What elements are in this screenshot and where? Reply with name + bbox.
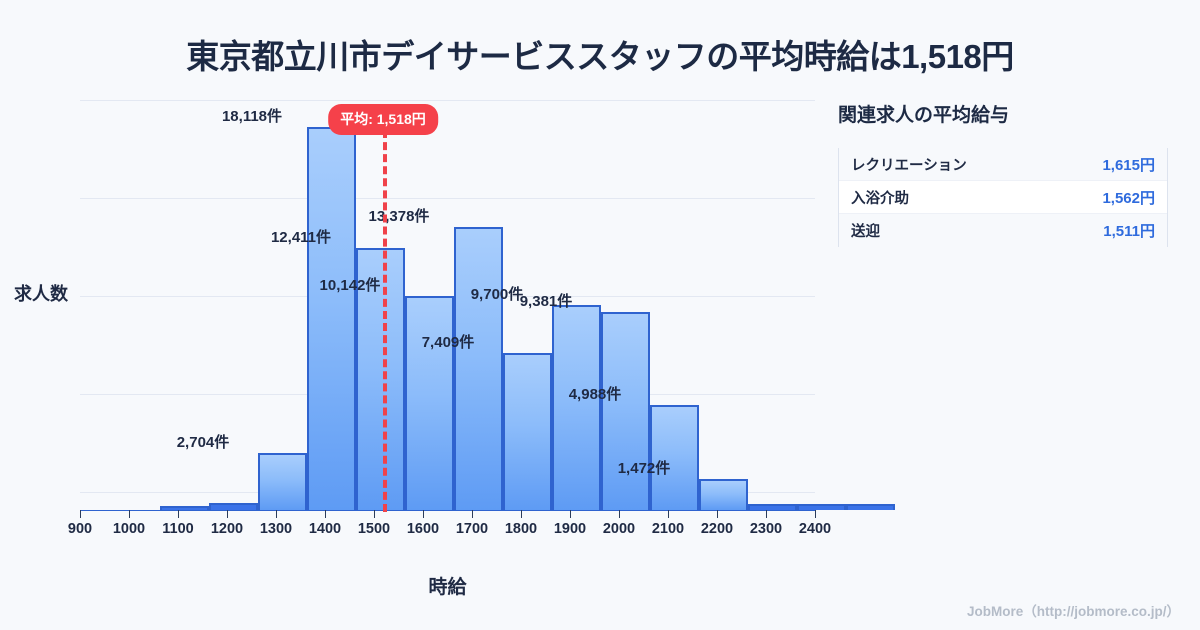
histogram-bar [356, 248, 405, 510]
x-axis-tick-label: 1300 [259, 521, 293, 537]
histogram-bar [503, 353, 552, 510]
salary-row-name: 入浴介助 [851, 190, 909, 207]
x-axis-tick [423, 510, 424, 518]
average-badge: 平均: 1,518円 [328, 104, 438, 135]
histogram-bar [258, 453, 307, 510]
x-axis-tick-label: 2400 [798, 521, 832, 537]
x-axis-tick-label: 1800 [504, 521, 538, 537]
histogram-bar [209, 503, 258, 510]
bar-value-label: 9,381件 [519, 293, 573, 310]
bar-value-label: 7,409件 [421, 334, 475, 351]
x-axis-tick-label: 2300 [749, 521, 783, 537]
bar-value-label: 9,700件 [470, 286, 524, 303]
gridline [80, 198, 815, 199]
histogram-bar [846, 504, 895, 510]
page-title: 東京都立川市デイサービススタッフの平均時給は1,518円 [186, 38, 1014, 75]
bar-value-label: 18,118件 [221, 108, 283, 125]
x-axis-tick-label: 2000 [602, 521, 636, 537]
x-axis-tick [472, 510, 473, 518]
bar-value-label: 10,142件 [319, 277, 381, 294]
x-axis-tick-label: 1000 [112, 521, 146, 537]
x-axis-tick [374, 510, 375, 518]
histogram-bar [601, 312, 650, 510]
salary-row-name: 送迎 [851, 224, 880, 240]
y-axis-title: 求人数 [14, 284, 68, 304]
x-axis-tick-label: 1200 [210, 521, 244, 537]
x-axis-tick-label: 2100 [651, 521, 685, 537]
x-axis-title: 時給 [428, 577, 467, 598]
bar-value-label: 2,704件 [176, 434, 230, 451]
x-axis-tick [521, 510, 522, 518]
x-axis-tick [80, 510, 81, 518]
gridline [80, 100, 815, 101]
x-axis-tick [766, 510, 767, 518]
x-axis-tick-label: 1600 [406, 521, 440, 537]
histogram-bar [552, 305, 601, 510]
salary-row-name: レクリエーション [851, 157, 967, 174]
x-axis-tick [570, 510, 571, 518]
average-line [383, 130, 387, 512]
x-axis-tick-label: 900 [67, 521, 93, 537]
x-axis-tick-label: 1100 [162, 521, 194, 537]
x-axis-tick [619, 510, 620, 518]
histogram-chart: 求人数 時給 900 1000 1100 1200 1300 1400 1500 1600 17… [14, 100, 895, 598]
histogram-bar [307, 127, 356, 510]
histogram-bar [405, 296, 454, 510]
x-axis-tick [815, 510, 816, 518]
x-axis-tick-label: 1700 [455, 521, 489, 537]
salary-row-value: 1,615円 [1102, 156, 1155, 174]
side-panel-title: 関連求人の平均給与 [838, 105, 1010, 126]
footer-credit: JobMore（http://jobmore.co.jp/） [967, 604, 1180, 619]
salary-table: レクリエーション 1,615円入浴介助 1,562円送迎 1,511円 [838, 148, 1168, 247]
bar-value-label: 4,988件 [568, 386, 622, 403]
related-salary-panel: 関連求人の平均給与 レクリエーション 1,615円入浴介助 1,562円送迎 1,51… [838, 100, 1186, 247]
histogram-bar [454, 227, 503, 510]
x-axis-tick [276, 510, 277, 518]
salary-row: レクリエーション 1,615円 [839, 148, 1167, 181]
x-axis-tick [668, 510, 669, 518]
bar-value-label: 1,472件 [617, 460, 671, 477]
histogram-bar [699, 479, 748, 510]
histogram-bar [650, 405, 699, 510]
x-axis-tick [129, 510, 130, 518]
x-axis-tick-label: 1500 [357, 521, 391, 537]
x-axis-tick [717, 510, 718, 518]
histogram-bar [748, 504, 797, 510]
salary-row-value: 1,562円 [1102, 189, 1155, 207]
histogram-bar [160, 506, 209, 510]
bar-value-label: 12,411件 [270, 229, 332, 246]
plot-area [80, 100, 895, 510]
bar-value-label: 13,378件 [368, 208, 430, 225]
x-axis-tick-label: 1900 [553, 521, 587, 537]
x-axis-line [80, 510, 815, 511]
x-axis-tick [227, 510, 228, 518]
histogram-bar [797, 504, 846, 510]
x-axis-tick-label: 1400 [308, 521, 342, 537]
salary-row: 入浴介助 1,562円 [839, 181, 1167, 214]
salary-row-value: 1,511円 [1103, 223, 1155, 240]
x-axis-tick-label: 2200 [700, 521, 734, 537]
x-axis-tick [178, 510, 179, 518]
salary-row: 送迎 1,511円 [839, 214, 1167, 247]
x-axis-tick [325, 510, 326, 518]
